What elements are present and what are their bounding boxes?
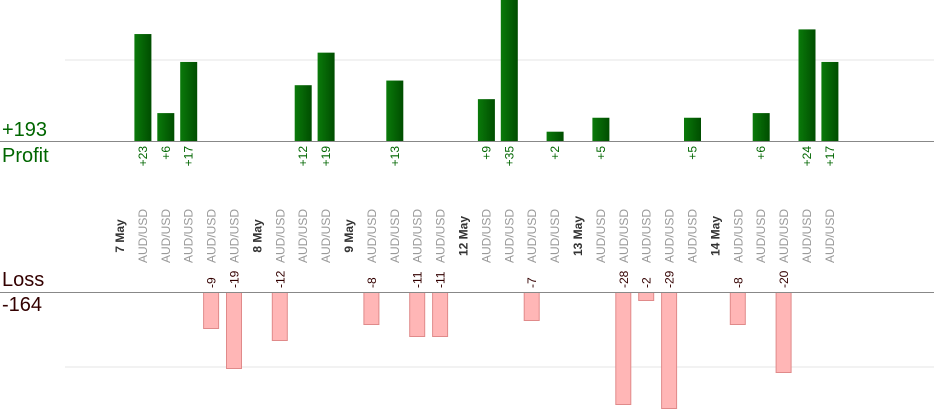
pair-label: AUD/USD: [663, 209, 677, 263]
pair-label: AUD/USD: [594, 209, 608, 263]
profit-value-label: +12: [296, 146, 310, 167]
axes: [0, 141, 934, 293]
pair-label: AUD/USD: [754, 209, 768, 263]
profit-value-label: +24: [800, 146, 814, 167]
loss-value-label: -11: [411, 271, 425, 288]
pair-label: AUD/USD: [273, 209, 287, 263]
date-label: 8 May: [250, 219, 264, 253]
loss-bar: [203, 292, 220, 329]
profit-bar: [684, 117, 701, 141]
loss-bar: [432, 292, 449, 337]
loss-bar: [271, 292, 288, 341]
profit-value-label: +2: [548, 146, 562, 160]
pair-label: AUD/USD: [479, 209, 493, 263]
profit-value-label: +5: [686, 146, 700, 160]
pair-label: AUD/USD: [296, 209, 310, 263]
profit-value-label: +17: [182, 146, 196, 167]
pair-label: AUD/USD: [434, 209, 448, 263]
profit-bar: [798, 29, 816, 141]
pair-label: AUD/USD: [823, 209, 837, 263]
pair-label: AUD/USD: [525, 209, 539, 263]
loss-value-label: -7: [525, 277, 539, 288]
loss-bar: [729, 292, 746, 325]
profit-bar: [386, 80, 404, 141]
profit-bar: [157, 113, 175, 141]
loss-total: -164: [2, 294, 43, 316]
loss-bar: [661, 292, 678, 409]
labels: 7 May AUD/USD +23 AUD/USD +6 AUD/USD +17 AUD/US…: [113, 146, 837, 288]
loss-bar: [226, 292, 242, 369]
profit-value-label: +6: [159, 146, 173, 160]
loss-value-label: -12: [273, 270, 287, 288]
loss-bar: [523, 292, 540, 321]
pair-label: AUD/USD: [388, 209, 402, 263]
profit-bar: [477, 99, 495, 141]
loss-value-label: -11: [434, 271, 448, 288]
pair-label: AUD/USD: [617, 209, 631, 263]
pair-label: AUD/USD: [182, 209, 196, 263]
loss-bar: [409, 292, 426, 337]
loss-value-label: -28: [617, 270, 631, 288]
date-label: 13 May: [571, 216, 585, 256]
profit-value-label: +23: [136, 146, 150, 167]
pair-label: AUD/USD: [731, 209, 745, 263]
profit-value-label: +19: [319, 146, 333, 167]
pair-label: AUD/USD: [136, 209, 150, 263]
pair-label: AUD/USD: [205, 209, 219, 263]
pair-label: AUD/USD: [411, 209, 425, 263]
loss-bar: [775, 292, 792, 373]
profit-value-label: +35: [502, 146, 516, 167]
pair-label: AUD/USD: [159, 209, 173, 263]
date-label: 9 May: [342, 219, 356, 253]
profit-label: Profit: [2, 145, 49, 167]
loss-value-label: -19: [228, 270, 242, 288]
profit-bar: [317, 52, 335, 141]
profit-bar: [500, 0, 518, 141]
loss-value-label: -29: [663, 270, 677, 288]
pair-label: AUD/USD: [228, 209, 242, 263]
pair-label: AUD/USD: [365, 209, 379, 263]
profit-bar: [180, 61, 198, 142]
date-label: 12 May: [457, 216, 471, 256]
loss-bar: [363, 292, 380, 325]
pair-label: AUD/USD: [319, 209, 333, 263]
loss-bar: [615, 292, 632, 405]
profit-value-label: +9: [479, 146, 493, 160]
loss-label: Loss: [2, 269, 45, 291]
profit-value-label: +17: [823, 146, 837, 167]
loss-value-label: -2: [640, 277, 654, 288]
profit-bar: [294, 85, 312, 141]
pair-label: AUD/USD: [686, 209, 700, 263]
loss-value-label: -9: [205, 277, 219, 288]
profit-bar: [592, 117, 610, 141]
loss-value-label: -20: [777, 270, 791, 288]
loss-value-label: -8: [731, 277, 745, 288]
profit-bar: [546, 131, 564, 141]
pair-label: AUD/USD: [777, 209, 791, 263]
profit-total: +193: [2, 119, 48, 141]
bars: [134, 0, 839, 409]
profit-bar: [821, 61, 839, 142]
date-label: 7 May: [113, 219, 127, 253]
profit-bar: [752, 113, 770, 141]
profit-bar: [134, 34, 152, 141]
profit-value-label: +6: [754, 146, 768, 160]
date-label: 14 May: [708, 216, 722, 256]
loss-bar: [638, 292, 655, 301]
loss-value-label: -8: [365, 277, 379, 288]
pair-label: AUD/USD: [640, 209, 654, 263]
profit-value-label: +5: [594, 146, 608, 160]
profit-value-label: +13: [388, 146, 402, 167]
pair-label: AUD/USD: [548, 209, 562, 263]
pair-label: AUD/USD: [502, 209, 516, 263]
pair-label: AUD/USD: [800, 209, 814, 263]
